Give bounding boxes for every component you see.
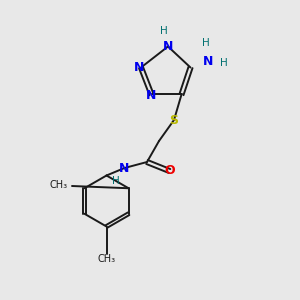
Text: H: H: [160, 26, 167, 37]
Text: N: N: [203, 55, 214, 68]
Text: O: O: [164, 164, 175, 178]
Text: CH₃: CH₃: [98, 254, 116, 265]
Text: S: S: [169, 113, 178, 127]
Text: H: H: [220, 58, 227, 68]
Text: CH₃: CH₃: [50, 179, 68, 190]
Text: H: H: [112, 176, 119, 187]
Text: N: N: [146, 89, 157, 103]
Text: N: N: [134, 61, 145, 74]
Text: H: H: [202, 38, 209, 49]
Text: N: N: [163, 40, 173, 53]
Text: N: N: [119, 161, 130, 175]
